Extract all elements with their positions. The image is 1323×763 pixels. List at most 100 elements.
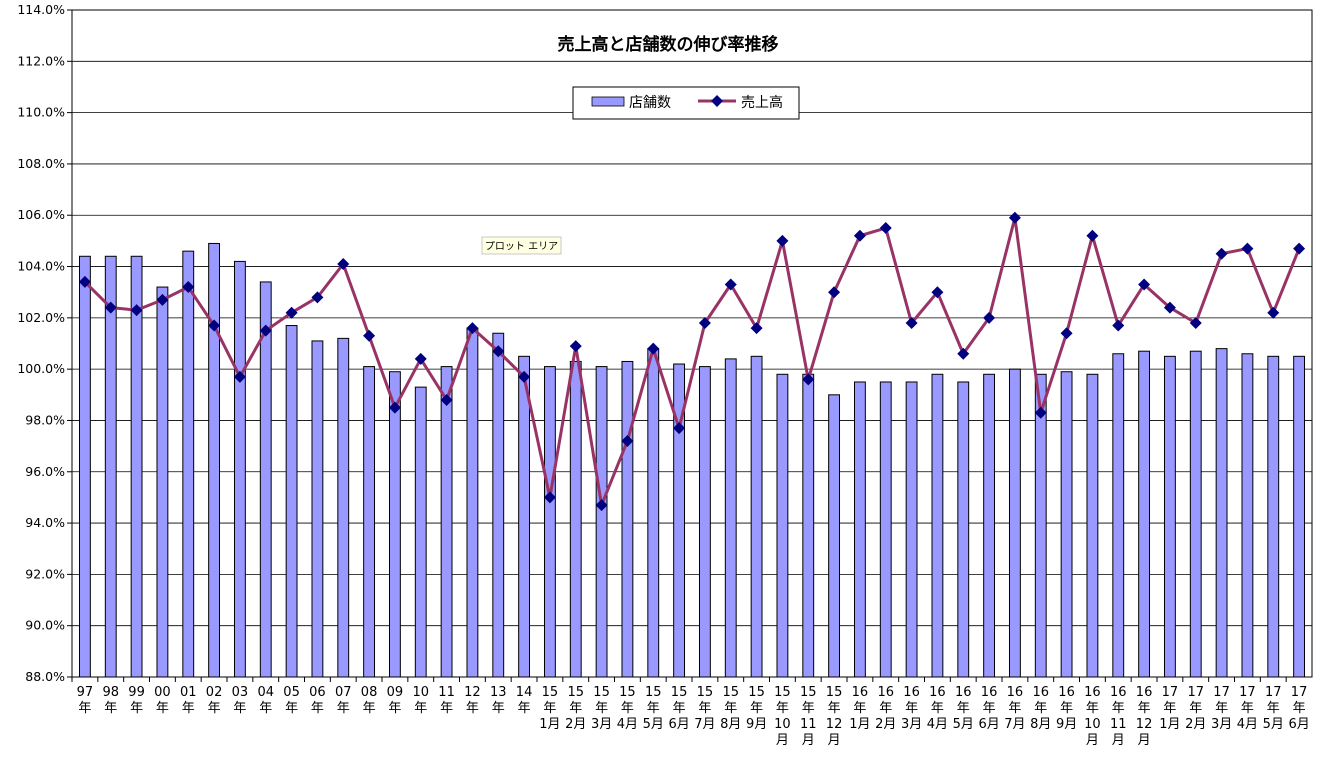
bar-stores-33 xyxy=(931,373,944,678)
bar-stores-1 xyxy=(104,255,117,678)
x-tick-label-2: 99 年 xyxy=(128,685,145,716)
x-tick-label-15: 12 年 xyxy=(464,685,481,716)
x-tick-label-9: 06 年 xyxy=(309,685,326,716)
x-tick-label-16: 13 年 xyxy=(490,685,507,716)
marker-sales-15 xyxy=(466,322,479,335)
x-tick-label-40: 16 年 11 月 xyxy=(1110,685,1127,748)
x-tick-label-39: 16 年 10 月 xyxy=(1084,685,1101,748)
marker-sales-12 xyxy=(388,401,401,414)
x-tick-label-46: 17 年 5月 xyxy=(1263,685,1284,732)
bar-stores-38 xyxy=(1060,371,1073,678)
y-tick-label: 106.0% xyxy=(17,207,65,222)
bar-stores-25 xyxy=(724,358,737,678)
x-tick-label-37: 16 年 8月 xyxy=(1030,685,1051,732)
marker-sales-14 xyxy=(440,393,453,406)
bar-stores-11 xyxy=(363,366,376,678)
marker-sales-38 xyxy=(1060,327,1073,340)
marker-sales-25 xyxy=(724,278,737,291)
y-tick-label: 92.0% xyxy=(25,566,65,581)
marker-sales-40 xyxy=(1112,319,1125,332)
x-tick-label-44: 17 年 3月 xyxy=(1211,685,1232,732)
marker-sales-5 xyxy=(208,319,221,332)
tooltip-box xyxy=(481,236,562,255)
bar-stores-20 xyxy=(595,366,608,678)
bar-stores-29 xyxy=(828,394,841,678)
bar-stores-16 xyxy=(492,332,505,678)
x-tick-label-8: 05 年 xyxy=(283,685,300,716)
marker-sales-24 xyxy=(698,316,711,329)
marker-sales-27 xyxy=(776,234,789,247)
marker-sales-43 xyxy=(1189,316,1202,329)
x-tick-label-35: 16 年 6月 xyxy=(978,685,999,732)
x-tick-label-29: 15 年 12 月 xyxy=(826,685,843,748)
x-tick-label-47: 17 年 6月 xyxy=(1288,685,1309,732)
y-tick-label: 94.0% xyxy=(25,515,65,530)
bar-stores-10 xyxy=(337,337,350,678)
marker-sales-7 xyxy=(259,324,272,337)
bar-stores-21 xyxy=(621,360,634,678)
bar-stores-2 xyxy=(130,255,143,678)
marker-sales-36 xyxy=(1008,211,1021,224)
marker-sales-20 xyxy=(595,499,608,512)
plot-area xyxy=(72,10,1312,677)
x-tick-label-12: 09 年 xyxy=(387,685,404,716)
legend-label-sales: 売上高 xyxy=(741,94,783,111)
x-tick-label-13: 10 年 xyxy=(412,685,429,716)
x-tick-label-3: 00 年 xyxy=(154,685,171,716)
y-tick-label: 98.0% xyxy=(25,412,65,427)
tooltip-label: プロット エリア xyxy=(485,241,558,253)
plot-area-tooltip: プロット エリア xyxy=(481,236,562,255)
x-tick-label-33: 16 年 4月 xyxy=(927,685,948,732)
marker-sales-11 xyxy=(363,329,376,342)
bar-stores-46 xyxy=(1267,355,1280,678)
x-tick-label-27: 15 年 10 月 xyxy=(774,685,791,748)
bar-stores-26 xyxy=(750,355,763,678)
bar-stores-28 xyxy=(802,373,815,678)
y-tick-label: 108.0% xyxy=(17,156,65,171)
y-tick-label: 104.0% xyxy=(17,259,65,274)
x-tick-label-45: 17 年 4月 xyxy=(1237,685,1258,732)
bar-stores-40 xyxy=(1112,353,1125,678)
marker-sales-46 xyxy=(1267,306,1280,319)
x-tick-label-5: 02 年 xyxy=(206,685,223,716)
x-tick-label-20: 15 年 3月 xyxy=(591,685,612,732)
y-tick-label: 114.0% xyxy=(17,2,65,17)
x-tick-label-21: 15 年 4月 xyxy=(617,685,638,732)
marker-sales-37 xyxy=(1034,406,1047,419)
y-tick-label: 110.0% xyxy=(17,105,65,120)
bar-stores-44 xyxy=(1215,348,1228,678)
x-tick-label-6: 03 年 xyxy=(232,685,249,716)
marker-sales-8 xyxy=(285,306,298,319)
bar-stores-3 xyxy=(156,286,169,678)
bar-stores-34 xyxy=(957,381,970,678)
bar-stores-31 xyxy=(879,381,892,678)
marker-sales-4 xyxy=(182,281,195,294)
x-tick-label-7: 04 年 xyxy=(257,685,274,716)
y-tick-label: 96.0% xyxy=(25,464,65,479)
bar-stores-4 xyxy=(182,250,195,678)
marker-sales-13 xyxy=(414,352,427,365)
marker-sales-23 xyxy=(673,422,686,435)
marker-sales-1 xyxy=(104,301,117,314)
x-tick-label-43: 17 年 2月 xyxy=(1185,685,1206,732)
x-tick-label-1: 98 年 xyxy=(102,685,119,716)
bar-stores-12 xyxy=(388,371,401,678)
marker-sales-19 xyxy=(569,340,582,353)
x-tick-label-32: 16 年 3月 xyxy=(901,685,922,732)
marker-sales-21 xyxy=(621,434,634,447)
legend-swatch-sales-marker xyxy=(711,95,723,107)
line-series-sales xyxy=(78,211,1306,512)
line-sales xyxy=(83,216,1301,507)
x-tick-label-23: 15 年 6月 xyxy=(668,685,689,732)
x-tick-label-38: 16 年 9月 xyxy=(1056,685,1077,732)
marker-sales-35 xyxy=(983,311,996,324)
plot-area-border xyxy=(71,9,1313,678)
marker-sales-32 xyxy=(905,316,918,329)
marker-sales-16 xyxy=(492,345,505,358)
bar-stores-47 xyxy=(1293,355,1306,678)
x-tick-label-19: 15 年 2月 xyxy=(565,685,586,732)
x-tick-label-10: 07 年 xyxy=(335,685,352,716)
x-tick-label-42: 17 年 1月 xyxy=(1159,685,1180,732)
marker-sales-9 xyxy=(311,291,324,304)
x-tick-label-24: 15 年 7月 xyxy=(694,685,715,732)
